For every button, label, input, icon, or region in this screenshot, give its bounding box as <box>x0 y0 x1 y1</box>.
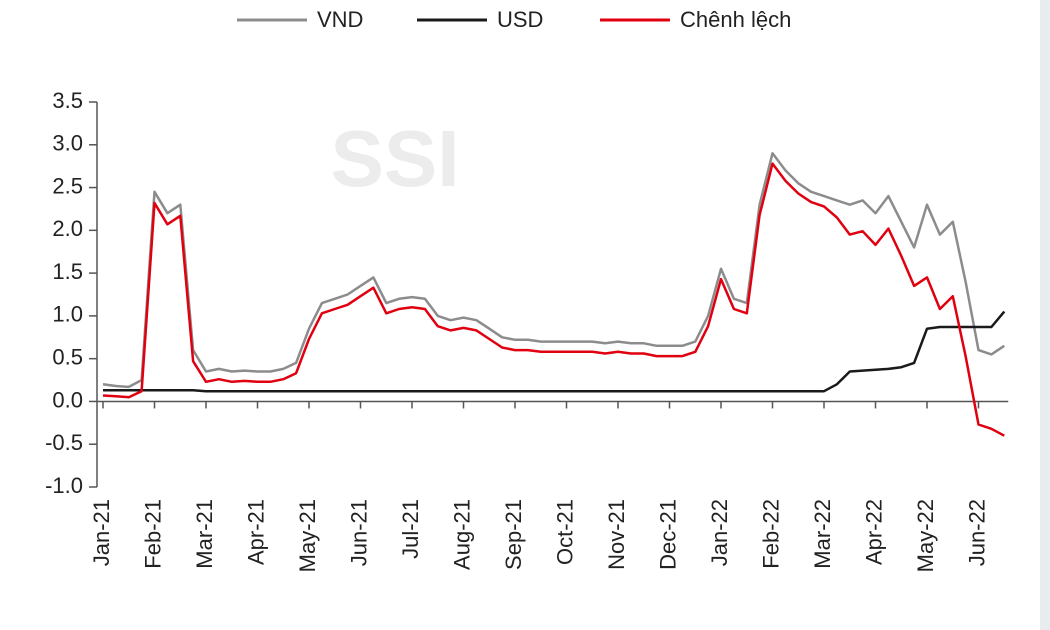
x-tick-label: Nov-21 <box>604 499 629 570</box>
x-tick-label: Jul-21 <box>398 499 423 559</box>
x-tick-label: Jun-22 <box>964 499 989 566</box>
x-tick-label: Apr-21 <box>243 499 268 565</box>
x-tick-label: May-22 <box>913 499 938 572</box>
series-line <box>102 162 1005 437</box>
edge <box>1040 0 1050 630</box>
watermark: SSI <box>331 114 460 203</box>
legend-label: USD <box>497 7 543 32</box>
legend-label: VND <box>317 7 363 32</box>
x-tick-label: Apr-22 <box>861 499 886 565</box>
y-tick-label: 0.5 <box>52 344 83 369</box>
y-tick-label: 3.5 <box>52 88 83 113</box>
y-tick-label: 3.0 <box>52 131 83 156</box>
y-tick-label: -1.0 <box>45 473 83 498</box>
x-tick-label: Mar-22 <box>810 499 835 569</box>
y-tick-label: 0.0 <box>52 387 83 412</box>
x-tick-label: Dec-21 <box>655 499 680 570</box>
y-tick-label: 2.0 <box>52 216 83 241</box>
series-line <box>103 310 1006 393</box>
y-tick-label: 2.5 <box>52 173 83 198</box>
x-tick-label: Feb-21 <box>140 499 165 569</box>
legend-label: Chênh lệch <box>680 7 791 32</box>
x-tick-label: Jan-22 <box>707 499 732 566</box>
x-tick-label: Jan-21 <box>89 499 114 566</box>
x-tick-label: Sep-21 <box>501 499 526 570</box>
y-tick-label: 1.5 <box>52 259 83 284</box>
x-tick-label: May-21 <box>295 499 320 572</box>
x-tick-label: Oct-21 <box>552 499 577 565</box>
x-tick-label: Jun-21 <box>346 499 371 566</box>
series-line <box>102 152 1005 389</box>
x-tick-label: Mar-21 <box>192 499 217 569</box>
x-tick-label: Feb-22 <box>758 499 783 569</box>
y-tick-label: -0.5 <box>45 430 83 455</box>
x-tick-label: Aug-21 <box>449 499 474 570</box>
y-tick-label: 1.0 <box>52 302 83 327</box>
